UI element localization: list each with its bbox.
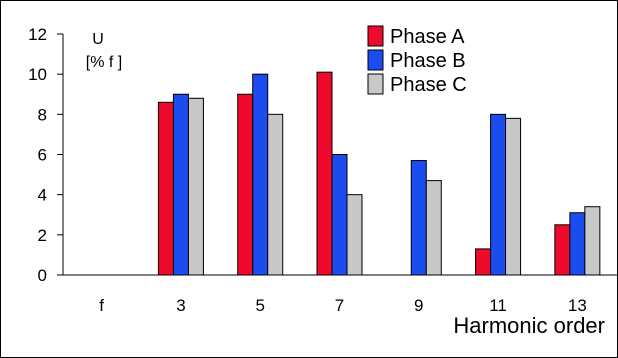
x-tick-label: f <box>99 296 104 315</box>
legend-label: Phase A <box>390 26 465 48</box>
bar-phase-a-h11 <box>475 248 492 276</box>
y-tick-label: 8 <box>38 105 47 124</box>
x-tick-label: 11 <box>489 296 507 315</box>
y-tick-label: 0 <box>38 266 47 285</box>
y-tick-label: 10 <box>28 65 47 84</box>
y-tick-label: 6 <box>38 146 47 165</box>
bar-phase-c-h7 <box>346 194 363 276</box>
legend-swatch <box>367 25 384 47</box>
bar-phase-a-h3 <box>157 101 174 276</box>
legend-label: Phase B <box>390 50 466 72</box>
x-tick-label: 3 <box>176 296 185 315</box>
bar-phase-c-h5 <box>267 113 284 276</box>
bar-phase-b-h11 <box>490 113 507 276</box>
y-tick-label: 2 <box>38 226 47 245</box>
y-tick-label: 12 <box>28 25 47 44</box>
bar-phase-c-h9 <box>425 180 442 276</box>
y-axis-title-unit: [% f ] <box>86 54 122 71</box>
bar-phase-b-h3 <box>172 93 189 276</box>
bar-phase-c-h11 <box>505 117 522 276</box>
legend-swatch <box>367 73 384 95</box>
x-tick-label: 13 <box>568 296 587 315</box>
bar-phase-b-h7 <box>331 154 348 276</box>
y-tick-label: 4 <box>38 186 47 205</box>
bar-phase-c-h3 <box>187 97 204 276</box>
legend-swatch <box>367 49 384 71</box>
y-axis-title-symbol: U <box>92 31 104 48</box>
x-tick-label: 9 <box>414 296 423 315</box>
legend-label: Phase C <box>390 74 467 96</box>
x-axis-title: Harmonic order <box>453 313 605 338</box>
x-tick-label: 7 <box>335 296 344 315</box>
bar-phase-c-h13 <box>584 206 601 276</box>
bar-phase-a-h7 <box>316 71 333 276</box>
bar-phase-a-h13 <box>554 224 571 276</box>
bar-phase-a-h5 <box>237 93 254 276</box>
x-tick-label: 5 <box>255 296 264 315</box>
bar-phase-b-h9 <box>410 160 427 276</box>
bar-phase-b-h5 <box>252 73 269 276</box>
bar-phase-b-h13 <box>569 212 586 276</box>
